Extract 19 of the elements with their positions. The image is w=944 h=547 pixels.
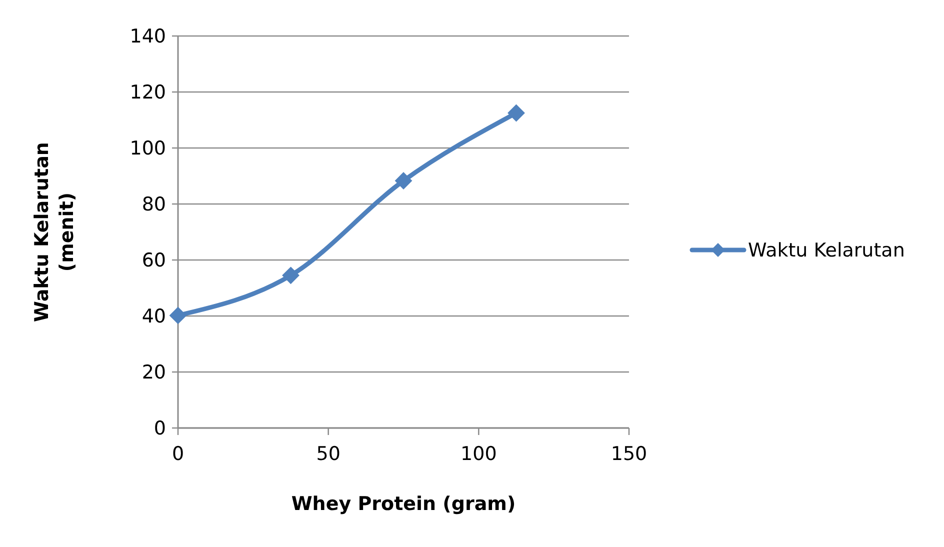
legend-label: Waktu Kelarutan bbox=[748, 240, 905, 262]
y-tick-label: 100 bbox=[130, 138, 166, 160]
y-axis-title: Waktu Kelarutan (menit) bbox=[31, 142, 78, 322]
y-tick-label: 0 bbox=[154, 418, 166, 440]
x-tick-label: 50 bbox=[316, 443, 340, 465]
point bbox=[508, 104, 525, 122]
y-tick-label: 120 bbox=[130, 82, 166, 104]
point bbox=[395, 172, 412, 190]
y-tick-label: 20 bbox=[142, 362, 166, 384]
x-tick-label: 150 bbox=[610, 443, 648, 465]
x-tick-label: 0 bbox=[172, 443, 184, 465]
point bbox=[282, 266, 300, 284]
x-tick-label: 100 bbox=[460, 443, 497, 465]
x-axis-title: Whey Protein (gram) bbox=[291, 493, 516, 515]
y-tick-label: 60 bbox=[142, 250, 166, 272]
y-tick-label: 40 bbox=[142, 306, 166, 328]
y-tick-label: 80 bbox=[142, 194, 166, 216]
point bbox=[170, 306, 186, 324]
y-tick-label: 140 bbox=[130, 26, 166, 48]
